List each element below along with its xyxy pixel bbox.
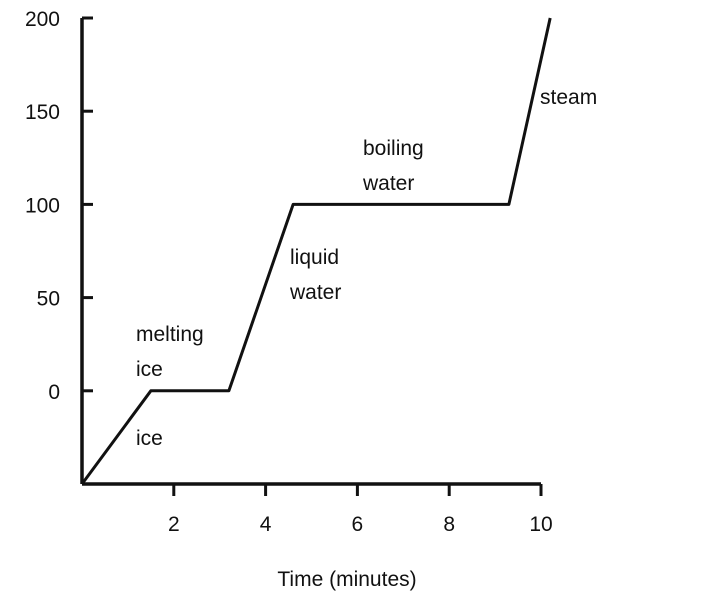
x-tick-label-2: 2 — [168, 513, 180, 536]
annotation-liquid-water-line-2: water — [289, 281, 341, 304]
annotation-boiling-water-line-2: water — [362, 172, 414, 195]
x-tick-label-8: 8 — [443, 513, 455, 536]
x-axis-title: Time (minutes) — [277, 568, 416, 591]
axes — [80, 18, 541, 486]
annotation-layer: ice melting ice liquid water boiling wat… — [136, 86, 597, 450]
y-tick-label-0: 0 — [48, 381, 60, 404]
x-ticks: 2 4 6 8 10 — [168, 484, 553, 536]
y-tick-label-50: 50 — [37, 288, 60, 311]
x-tick-label-4: 4 — [260, 513, 272, 536]
annotation-boiling-water: boiling water — [362, 137, 430, 195]
annotation-liquid-water: liquid water — [289, 246, 345, 304]
x-tick-label-10: 10 — [529, 513, 552, 536]
y-tick-label-100: 100 — [25, 194, 60, 217]
annotation-melting-ice: melting ice — [136, 323, 210, 381]
series-line-0 — [80, 17, 552, 485]
annotation-liquid-water-line-1: liquid — [290, 246, 339, 269]
y-tick-label-150: 150 — [25, 101, 60, 124]
annotation-melting-ice-line-1: melting — [136, 323, 204, 346]
annotation-ice: ice — [136, 427, 163, 450]
y-tick-label-200: 200 — [25, 8, 60, 31]
x-tick-label-6: 6 — [352, 513, 364, 536]
annotation-steam: steam — [540, 86, 597, 109]
annotation-steam-line-1: steam — [540, 86, 597, 109]
annotation-boiling-water-line-1: boiling — [363, 137, 424, 160]
annotation-melting-ice-line-2: ice — [136, 358, 163, 381]
series-layer — [80, 17, 552, 485]
y-ticks: 200 150 100 50 0 — [25, 8, 93, 404]
annotation-ice-line-1: ice — [136, 427, 163, 450]
